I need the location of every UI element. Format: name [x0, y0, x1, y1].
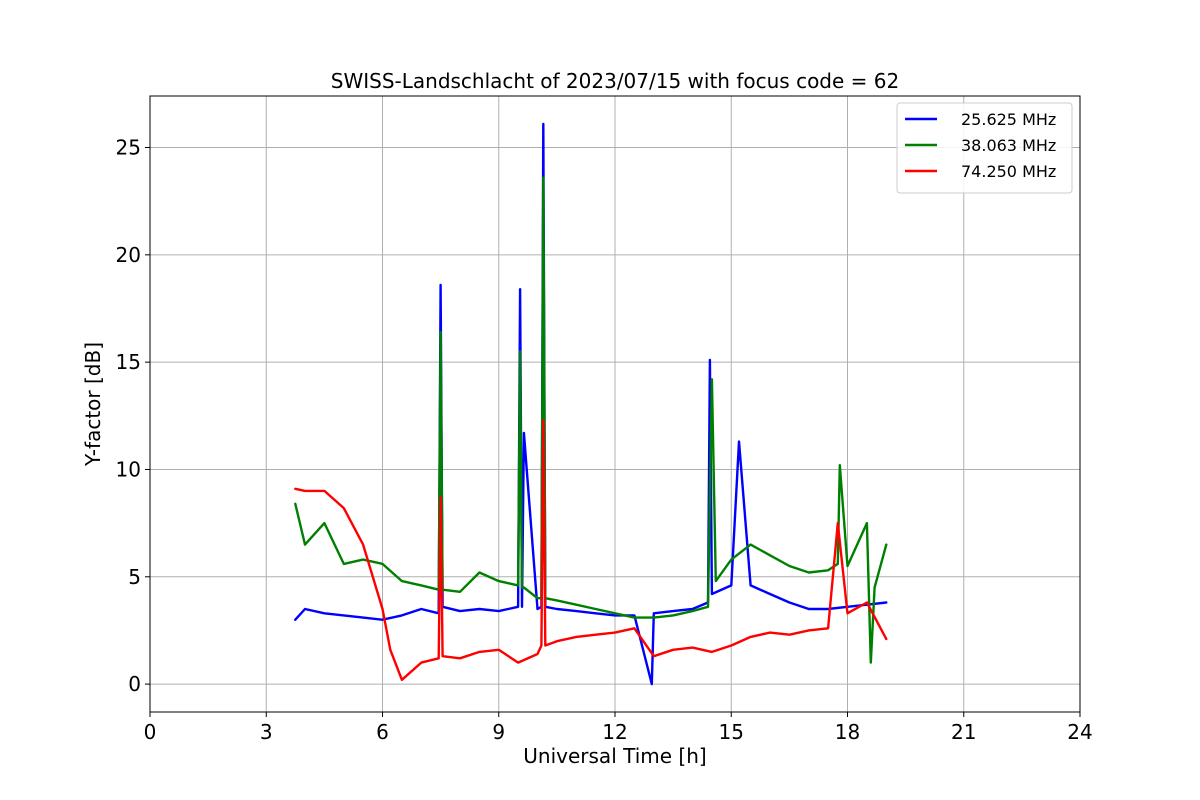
y-axis-label: Y-factor [dB] [81, 342, 105, 467]
y-tick-label: 10 [116, 457, 141, 481]
legend: 25.625 MHz 38.063 MHz 74.250 MHz [896, 102, 1073, 194]
x-axis-label: Universal Time [h] [523, 744, 706, 768]
series-line-2 [294, 176, 888, 664]
series-line-1 [294, 122, 888, 686]
x-tick-label: 6 [376, 720, 389, 744]
series-line-3 [294, 418, 888, 681]
x-tick-label: 21 [951, 720, 976, 744]
y-tick-label: 15 [116, 350, 141, 374]
legend-entry: 38.063 MHz [961, 136, 1056, 155]
y-tick-label: 25 [116, 136, 141, 160]
legend-box [896, 102, 1073, 194]
legend-entry: 25.625 MHz [961, 110, 1056, 129]
y-tick-label: 20 [116, 243, 141, 267]
legend-entry: 74.250 MHz [961, 162, 1056, 181]
chart-title: SWISS-Landschlacht of 2023/07/15 with fo… [331, 69, 899, 93]
x-tick-label: 15 [719, 720, 744, 744]
x-tick-label: 18 [835, 720, 860, 744]
y-tick-label: 5 [128, 565, 141, 589]
axis-ticks: 0 3 6 9 12 15 18 21 24 0 5 10 15 20 25 [116, 136, 1093, 744]
x-tick-label: 0 [144, 720, 157, 744]
x-tick-label: 3 [260, 720, 273, 744]
y-tick-label: 0 [128, 672, 141, 696]
x-tick-label: 12 [602, 720, 627, 744]
x-tick-label: 9 [492, 720, 505, 744]
plot-area [294, 122, 888, 686]
x-tick-label: 24 [1067, 720, 1092, 744]
